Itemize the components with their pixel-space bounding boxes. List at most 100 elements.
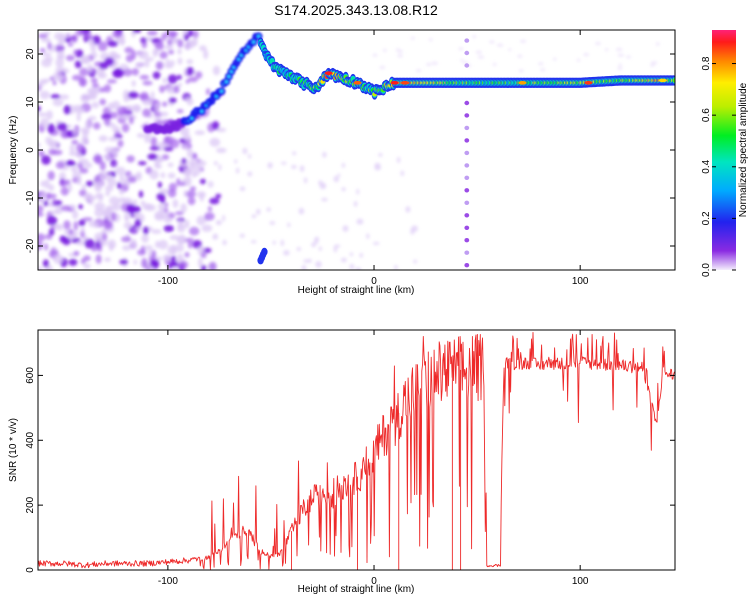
noise-blob <box>583 53 590 57</box>
noise-blob <box>93 222 99 229</box>
noise-blob <box>144 133 151 144</box>
artifact-dot <box>464 250 470 255</box>
noise-blob <box>410 227 415 235</box>
noise-blob <box>155 61 163 71</box>
noise-blob <box>83 263 91 269</box>
y-tick-label: -10 <box>25 190 36 205</box>
noise-blob <box>38 191 47 199</box>
noise-blob <box>366 233 370 240</box>
artifact-dot <box>464 138 470 143</box>
noise-blob <box>66 159 75 166</box>
noise-blob <box>183 145 189 151</box>
noise-blob <box>69 144 75 154</box>
noise-blob <box>175 244 184 252</box>
noise-blob <box>121 123 130 133</box>
noise-blob <box>119 173 125 184</box>
colorbar-ticks: 0.0 0.2 0.4 0.6 0.8 <box>701 56 736 277</box>
noise-blob <box>187 30 194 37</box>
noise-blob <box>517 54 523 58</box>
noise-blob <box>322 184 326 189</box>
noise-blob <box>146 57 154 62</box>
snr-background <box>38 330 675 570</box>
noise-blob <box>193 37 198 47</box>
y-tick-label: 400 <box>25 431 36 448</box>
noise-blob <box>151 250 156 258</box>
noise-blob <box>356 218 364 225</box>
noise-blob <box>394 265 398 270</box>
noise-blob <box>107 40 119 47</box>
noise-blob <box>38 233 46 242</box>
noise-blob <box>54 32 64 40</box>
noise-blob <box>130 238 137 249</box>
artifact-dot <box>464 163 470 168</box>
noise-blob <box>142 80 153 86</box>
noise-blob <box>400 170 405 177</box>
noise-blob <box>55 67 66 73</box>
noise-blob <box>188 76 198 83</box>
noise-blob <box>508 48 512 52</box>
noise-blob <box>126 105 134 111</box>
noise-blob <box>356 188 360 195</box>
branch-cell <box>261 247 268 256</box>
noise-blob <box>73 49 78 56</box>
noise-blob <box>42 259 50 268</box>
noise-blob <box>137 249 146 256</box>
noise-blob <box>39 90 50 100</box>
noise-blob <box>301 264 307 270</box>
noise-blob <box>41 58 52 68</box>
colorbar-gradient <box>712 30 736 270</box>
snr-axes: -100 0 100 0 200 400 600 <box>25 330 675 587</box>
noise-blob <box>152 71 161 80</box>
colorbar-tick-label: 0.8 <box>701 56 712 70</box>
noise-blob <box>71 34 78 43</box>
noise-blob <box>203 49 209 60</box>
ridge-core <box>224 80 228 84</box>
noise-blob <box>197 166 202 172</box>
noise-blob <box>153 111 163 118</box>
noise-blob <box>299 165 305 173</box>
noise-blob <box>177 57 183 65</box>
noise-blob <box>183 190 188 197</box>
noise-blob <box>372 53 378 57</box>
noise-blob <box>189 226 200 236</box>
noise-blob <box>213 161 218 166</box>
noise-blob <box>496 43 504 47</box>
noise-blob <box>315 261 322 268</box>
noise-blob <box>154 240 160 249</box>
noise-blob <box>413 259 418 264</box>
noise-blob <box>518 69 524 73</box>
noise-blob <box>113 202 121 211</box>
noise-blob <box>216 127 227 133</box>
noise-blob <box>135 226 142 231</box>
noise-blob <box>184 237 195 243</box>
noise-blob <box>74 107 85 114</box>
noise-blob <box>379 65 386 69</box>
noise-blob <box>157 203 166 210</box>
x-tick-label: 100 <box>572 276 589 287</box>
noise-blob <box>185 190 197 198</box>
noise-blob <box>397 54 403 58</box>
noise-blob <box>340 257 347 263</box>
noise-blob <box>63 220 71 230</box>
noise-blob <box>175 211 184 216</box>
noise-blob <box>176 109 184 114</box>
noise-blob <box>239 233 245 238</box>
y-tick-label: 600 <box>25 367 36 384</box>
noise-blob <box>116 106 127 115</box>
noise-blob <box>38 265 43 270</box>
noise-blob <box>70 165 78 173</box>
noise-blob <box>255 208 261 215</box>
noise-blob <box>183 167 191 178</box>
noise-blob <box>296 247 302 251</box>
noise-blob <box>162 77 168 84</box>
artifact-dot <box>464 100 470 106</box>
noise-blob <box>73 221 79 231</box>
noise-blob <box>477 55 485 59</box>
noise-blob <box>112 125 120 133</box>
noise-blob <box>186 66 194 76</box>
colorbar-tick-label: 0.2 <box>701 211 712 225</box>
noise-blob <box>68 182 73 193</box>
noise-blob <box>123 221 133 230</box>
ridge-peak <box>324 71 333 75</box>
